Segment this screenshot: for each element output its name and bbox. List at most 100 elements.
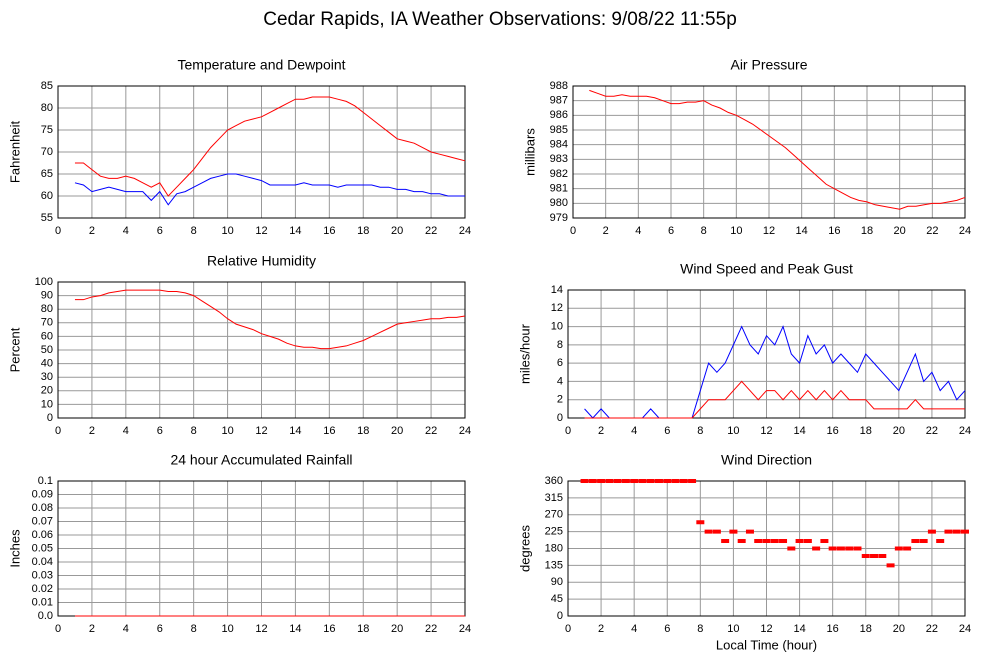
x-tick-label: 16 [828,225,840,237]
y-tick-label: 0.07 [32,515,53,527]
y-tick-label: 65 [41,168,53,180]
x-tick-label: 20 [894,225,906,237]
x-tick-label: 22 [425,425,437,437]
x-tick-label: 20 [391,225,403,237]
y-tick-label: 225 [545,526,563,538]
x-tick-label: 18 [861,225,873,237]
y-axis-label: Fahrenheit [7,121,22,184]
x-tick-label: 6 [668,225,674,237]
data-point [588,479,597,483]
y-tick-label: 55 [41,212,53,224]
x-tick-label: 12 [763,225,775,237]
y-tick-label: 0.09 [32,488,53,500]
data-point [903,546,912,551]
x-tick-label: 24 [459,623,471,635]
y-tick-label: 983 [550,153,568,165]
x-tick-label: 24 [459,425,471,437]
chart-title: Wind Speed and Peak Gust [680,261,853,277]
data-point [597,479,606,483]
y-tick-label: 90 [41,290,53,302]
y-tick-label: 85 [41,80,53,92]
x-tick-label: 24 [959,425,971,437]
y-tick-label: 988 [550,80,568,92]
data-point [646,479,655,483]
data-point [820,539,829,543]
x-tick-label: 12 [255,225,267,237]
x-tick-label: 12 [760,623,772,635]
data-line [584,380,965,419]
x-tick-label: 22 [425,623,437,635]
y-tick-label: 75 [41,124,53,136]
x-tick-label: 16 [323,225,335,237]
chart-title: Air Pressure [730,57,807,73]
y-tick-label: 0.0 [38,610,53,622]
y-tick-label: 60 [41,190,53,202]
data-point [621,479,630,483]
data-point [961,529,969,534]
data-point [704,529,713,534]
x-tick-label: 22 [926,425,938,437]
x-tick-label: 8 [697,623,703,635]
x-tick-label: 10 [730,225,742,237]
data-point [696,520,705,525]
plot-frame [567,480,966,617]
y-axis-label: miles/hour [517,323,532,384]
y-tick-label: 40 [41,358,53,370]
x-tick-label: 8 [191,225,197,237]
y-tick-label: 20 [41,385,53,397]
data-point [861,554,870,558]
y-tick-label: 30 [41,371,53,383]
y-tick-label: 10 [41,398,53,410]
data-point [919,539,928,543]
data-point [638,479,647,483]
data-point [580,479,589,483]
x-tick-label: 22 [926,623,938,635]
page-title: Cedar Rapids, IA Weather Observations: 9… [263,9,737,30]
y-tick-label: 980 [550,197,568,209]
chart-title: Relative Humidity [207,253,316,269]
data-line [589,89,966,210]
x-tick-label: 14 [289,225,301,237]
y-tick-label: 0 [557,412,563,424]
data-point [911,539,920,543]
data-point [737,539,746,543]
y-tick-label: 981 [550,183,568,195]
y-tick-label: 80 [41,102,53,114]
y-axis-label: millibars [522,128,537,176]
y-tick-label: 6 [557,357,563,369]
data-point [688,479,697,483]
x-tick-label: 18 [357,425,369,437]
x-tick-label: 12 [255,425,267,437]
x-tick-label: 4 [631,425,637,437]
data-point [803,539,812,543]
data-point [721,539,730,543]
y-tick-label: 979 [550,212,568,224]
y-tick-label: 985 [550,124,568,136]
data-point [836,546,845,551]
data-line [74,289,466,350]
data-point [745,529,754,534]
x-tick-label: 8 [191,623,197,635]
data-point [795,539,804,543]
x-tick-label: 4 [123,623,129,635]
data-point [812,546,821,551]
x-tick-label: 18 [860,623,872,635]
x-tick-label: 14 [793,623,805,635]
x-tick-label: 8 [701,225,707,237]
x-tick-label: 20 [893,425,905,437]
x-tick-label: 0 [565,623,571,635]
x-tick-label: 2 [598,623,604,635]
data-line [74,173,465,206]
x-tick-label: 16 [827,623,839,635]
x-tick-label: 6 [664,425,670,437]
data-point [845,546,854,551]
x-tick-label: 14 [289,425,301,437]
x-tick-label: 4 [123,225,129,237]
x-tick-label: 14 [796,225,808,237]
x-tick-label: 18 [357,225,369,237]
y-tick-label: 12 [551,302,563,314]
data-point [952,529,961,534]
x-tick-label: 12 [760,425,772,437]
y-tick-label: 45 [551,593,563,605]
y-tick-label: 14 [551,284,563,296]
